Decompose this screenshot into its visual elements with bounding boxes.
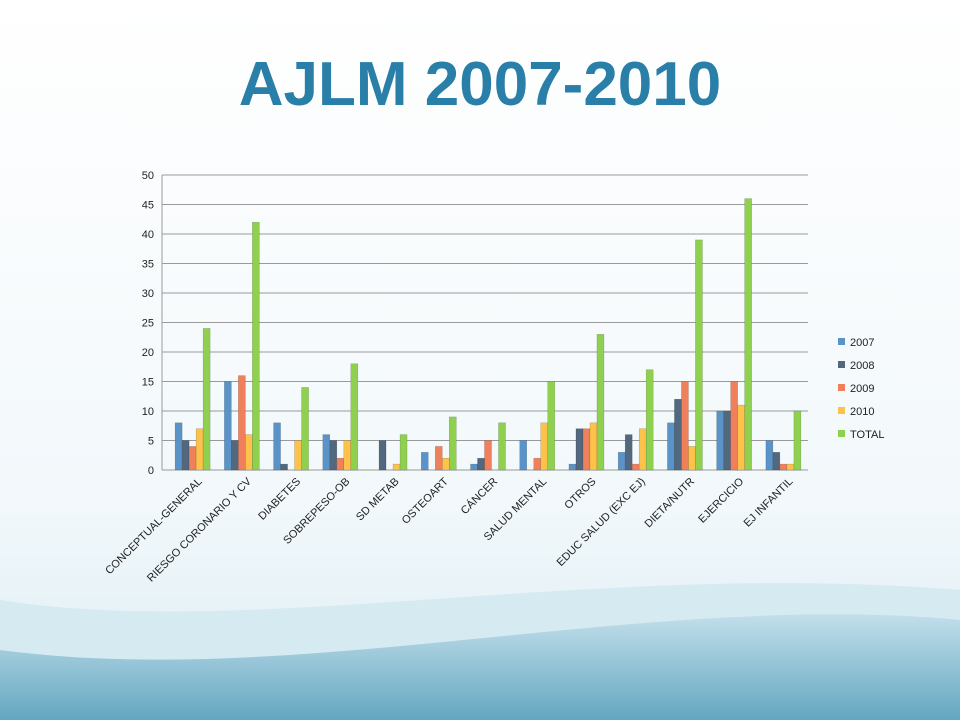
bar bbox=[329, 440, 338, 471]
y-tick-label: 45 bbox=[142, 200, 154, 212]
bar bbox=[575, 428, 584, 471]
bar bbox=[301, 387, 309, 471]
bar bbox=[442, 457, 450, 471]
y-tick-label: 25 bbox=[142, 318, 154, 330]
y-tick-label: 15 bbox=[142, 377, 154, 389]
bar bbox=[681, 381, 689, 471]
bar bbox=[617, 452, 626, 471]
bar bbox=[435, 446, 443, 471]
bar bbox=[322, 434, 331, 471]
bar bbox=[174, 422, 183, 471]
y-tick-label: 30 bbox=[142, 288, 154, 300]
bar bbox=[688, 446, 696, 471]
y-tick-label: 50 bbox=[142, 170, 154, 182]
legend-label: TOTAL bbox=[850, 429, 884, 441]
bar bbox=[519, 440, 527, 471]
bar bbox=[294, 440, 302, 471]
bar bbox=[399, 434, 408, 471]
y-tick-label: 0 bbox=[148, 465, 154, 477]
legend-swatch bbox=[838, 430, 845, 437]
bar bbox=[202, 328, 211, 471]
legend-swatch bbox=[838, 384, 845, 391]
y-tick-label: 35 bbox=[142, 259, 154, 271]
legend-label: 2010 bbox=[850, 406, 874, 418]
bar bbox=[540, 422, 548, 471]
bar bbox=[498, 422, 506, 471]
bar bbox=[273, 422, 281, 471]
bar bbox=[477, 457, 485, 471]
bar bbox=[231, 440, 239, 471]
chart-title: AJLM 2007-2010 bbox=[239, 50, 722, 119]
bar bbox=[252, 221, 260, 471]
bar bbox=[245, 434, 253, 471]
bar bbox=[392, 463, 401, 471]
legend-label: 2008 bbox=[850, 360, 874, 372]
bar bbox=[596, 334, 605, 471]
legend-swatch bbox=[838, 407, 845, 414]
bar bbox=[533, 457, 541, 471]
bar bbox=[716, 410, 724, 471]
y-tick-label: 5 bbox=[148, 436, 154, 448]
y-tick-label: 40 bbox=[142, 229, 154, 241]
legend-label: 2009 bbox=[850, 383, 874, 395]
bar bbox=[470, 463, 478, 471]
bar bbox=[765, 440, 774, 471]
bar bbox=[181, 440, 190, 471]
bar bbox=[343, 440, 352, 471]
bar bbox=[378, 440, 387, 471]
bar bbox=[695, 239, 703, 471]
y-tick-label: 20 bbox=[142, 347, 154, 359]
bar bbox=[336, 457, 345, 471]
bar bbox=[350, 363, 359, 471]
y-tick-label: 10 bbox=[142, 406, 154, 418]
bar bbox=[224, 381, 232, 471]
bar bbox=[484, 440, 492, 471]
bar bbox=[772, 452, 781, 471]
bar bbox=[547, 381, 555, 471]
bar bbox=[638, 428, 647, 471]
bar bbox=[188, 446, 197, 471]
bar bbox=[631, 463, 640, 471]
legend-swatch bbox=[838, 338, 845, 345]
bar bbox=[568, 463, 577, 471]
bar bbox=[582, 428, 591, 471]
bar bbox=[589, 422, 598, 471]
bar bbox=[779, 463, 788, 471]
bar bbox=[421, 452, 429, 471]
bar bbox=[624, 434, 633, 471]
wave bbox=[0, 614, 960, 720]
legend-label: 2007 bbox=[850, 337, 874, 349]
bar bbox=[449, 416, 457, 471]
bar bbox=[645, 369, 654, 471]
bar bbox=[667, 422, 675, 471]
bar bbox=[195, 428, 204, 471]
bar bbox=[737, 404, 745, 471]
bar bbox=[793, 410, 802, 471]
bar bbox=[730, 381, 738, 471]
bar bbox=[723, 410, 731, 471]
bar bbox=[744, 198, 752, 471]
bar bbox=[674, 398, 682, 471]
legend-swatch bbox=[838, 361, 845, 368]
bar bbox=[280, 463, 288, 471]
bar bbox=[786, 463, 795, 471]
bar bbox=[238, 375, 246, 471]
